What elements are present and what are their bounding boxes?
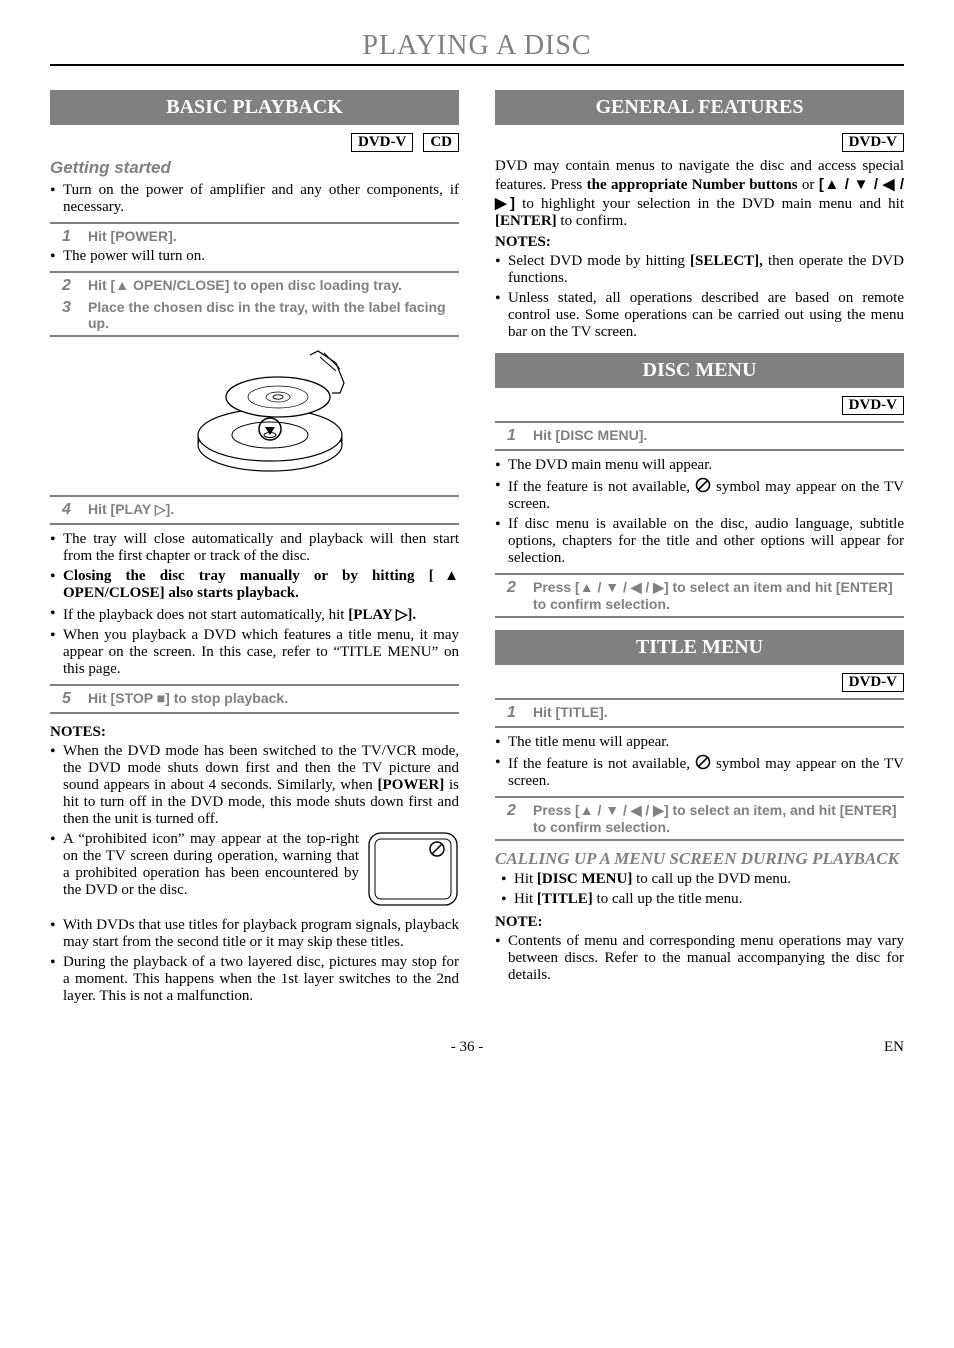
call-note: Contents of menu and corresponding menu …	[495, 933, 904, 984]
badge-cd: CD	[423, 133, 459, 152]
disc-step-num-1: 1	[507, 427, 521, 445]
note-titles: With DVDs that use titles for playback p…	[50, 917, 459, 951]
badge-dvdv-r2: DVD-V	[842, 396, 904, 415]
page-footer: - 36 - EN	[50, 1039, 904, 1056]
title-bullet-notavail: If the feature is not available, symbol …	[495, 754, 904, 790]
title-bullet-appear: The title menu will appear.	[495, 734, 904, 751]
step-text-4: Hit [PLAY ▷].	[88, 501, 459, 518]
note-select: Select DVD mode by hitting [SELECT], the…	[495, 253, 904, 287]
note-dvd-mode: When the DVD mode has been switched to t…	[50, 743, 459, 828]
general-intro: DVD may contain menus to navigate the di…	[495, 158, 904, 230]
step-4: 4 Hit [PLAY ▷].	[50, 495, 459, 525]
badge-row-r3: DVD-V	[495, 673, 904, 692]
general-features-banner: GENERAL FEATURES	[495, 90, 904, 125]
step-text-3: Place the chosen disc in the tray, with …	[88, 299, 459, 331]
bullet-title-menu: When you playback a DVD which features a…	[50, 627, 459, 678]
bullet-if-not-start: If the playback does not start automatic…	[50, 605, 459, 624]
note-prohibit: A “prohibited icon” may appear at the to…	[50, 831, 459, 914]
notes-heading-left: NOTES:	[50, 724, 459, 741]
basic-playback-banner: BASIC PLAYBACK	[50, 90, 459, 125]
note-heading-call: NOTE:	[495, 914, 904, 931]
right-column: GENERAL FEATURES DVD-V DVD may contain m…	[495, 90, 904, 1011]
notes-heading-right: NOTES:	[495, 234, 904, 251]
call-bullet-disc: Hit [DISC MENU] to call up the DVD menu.	[501, 871, 904, 888]
call-bullet-title: Hit [TITLE] to call up the title menu.	[501, 891, 904, 908]
title-step-text-2: Press [▲ / ▼ / ◀ / ▶] to select an item,…	[533, 802, 904, 835]
prohibit-icon	[695, 754, 711, 770]
title-step-num-2: 2	[507, 802, 521, 820]
footer-lang: EN	[884, 1039, 904, 1056]
step-text-2: Hit [▲ OPEN/CLOSE] to open disc loading …	[88, 277, 459, 293]
page-number: - 36 -	[50, 1039, 884, 1056]
badge-row-left: DVD-V CD	[50, 133, 459, 152]
disc-illustration	[50, 343, 459, 483]
note-prohibit-text: A “prohibited icon” may appear at the to…	[63, 831, 359, 899]
bullet-closing-bold: Closing the disc tray manually or by hit…	[50, 568, 459, 602]
step-text-5: Hit [STOP ■] to stop playback.	[88, 690, 459, 706]
step-2: 2 Hit [▲ OPEN/CLOSE] to open disc loadin…	[50, 271, 459, 295]
disc-menu-banner: DISC MENU	[495, 353, 904, 388]
badge-dvdv: DVD-V	[351, 133, 413, 152]
title-rule	[50, 64, 904, 66]
title-step-1: 1 Hit [TITLE].	[495, 698, 904, 728]
step-num-1: 1	[62, 228, 76, 246]
step-text-1: Hit [POWER].	[88, 228, 459, 244]
page-title: PLAYING A DISC	[50, 30, 904, 62]
prohibit-icon	[695, 477, 711, 493]
disc-step-text-1: Hit [DISC MENU].	[533, 427, 904, 443]
note-remote: Unless stated, all operations described …	[495, 290, 904, 341]
calling-up-head: CALLING UP A MENU SCREEN DURING PLAYBACK	[495, 849, 904, 869]
bullet-turn-on: Turn on the power of amplifier and any o…	[50, 182, 459, 216]
step-num-5: 5	[62, 690, 76, 708]
badge-dvdv-r1: DVD-V	[842, 133, 904, 152]
step-3: 3 Place the chosen disc in the tray, wit…	[50, 299, 459, 337]
bullet-power-on: The power will turn on.	[50, 248, 459, 265]
step-num-4: 4	[62, 501, 76, 519]
bullet-tray-close: The tray will close automatically and pl…	[50, 531, 459, 565]
disc-step-1: 1 Hit [DISC MENU].	[495, 421, 904, 451]
step-1: 1 Hit [POWER].	[50, 222, 459, 246]
title-step-2: 2 Press [▲ / ▼ / ◀ / ▶] to select an ite…	[495, 796, 904, 841]
note-layer: During the playback of a two layered dis…	[50, 954, 459, 1005]
disc-step-text-2: Press [▲ / ▼ / ◀ / ▶] to select an item …	[533, 579, 904, 612]
prohibit-screen-icon	[367, 831, 459, 914]
step-num-2: 2	[62, 277, 76, 295]
step-num-3: 3	[62, 299, 76, 317]
two-column-layout: BASIC PLAYBACK DVD-V CD Getting started …	[50, 90, 904, 1011]
badge-row-r1: DVD-V	[495, 133, 904, 152]
disc-bullet-appear: The DVD main menu will appear.	[495, 457, 904, 474]
step-5: 5 Hit [STOP ■] to stop playback.	[50, 684, 459, 714]
title-menu-banner: TITLE MENU	[495, 630, 904, 665]
title-step-text-1: Hit [TITLE].	[533, 704, 904, 720]
title-step-num-1: 1	[507, 704, 521, 722]
disc-bullet-notavail: If the feature is not available, symbol …	[495, 477, 904, 513]
badge-row-r2: DVD-V	[495, 396, 904, 415]
disc-step-num-2: 2	[507, 579, 521, 597]
disc-bullet-options: If disc menu is available on the disc, a…	[495, 516, 904, 567]
disc-step-2: 2 Press [▲ / ▼ / ◀ / ▶] to select an ite…	[495, 573, 904, 618]
badge-dvdv-r3: DVD-V	[842, 673, 904, 692]
left-column: BASIC PLAYBACK DVD-V CD Getting started …	[50, 90, 459, 1011]
getting-started-head: Getting started	[50, 158, 459, 178]
